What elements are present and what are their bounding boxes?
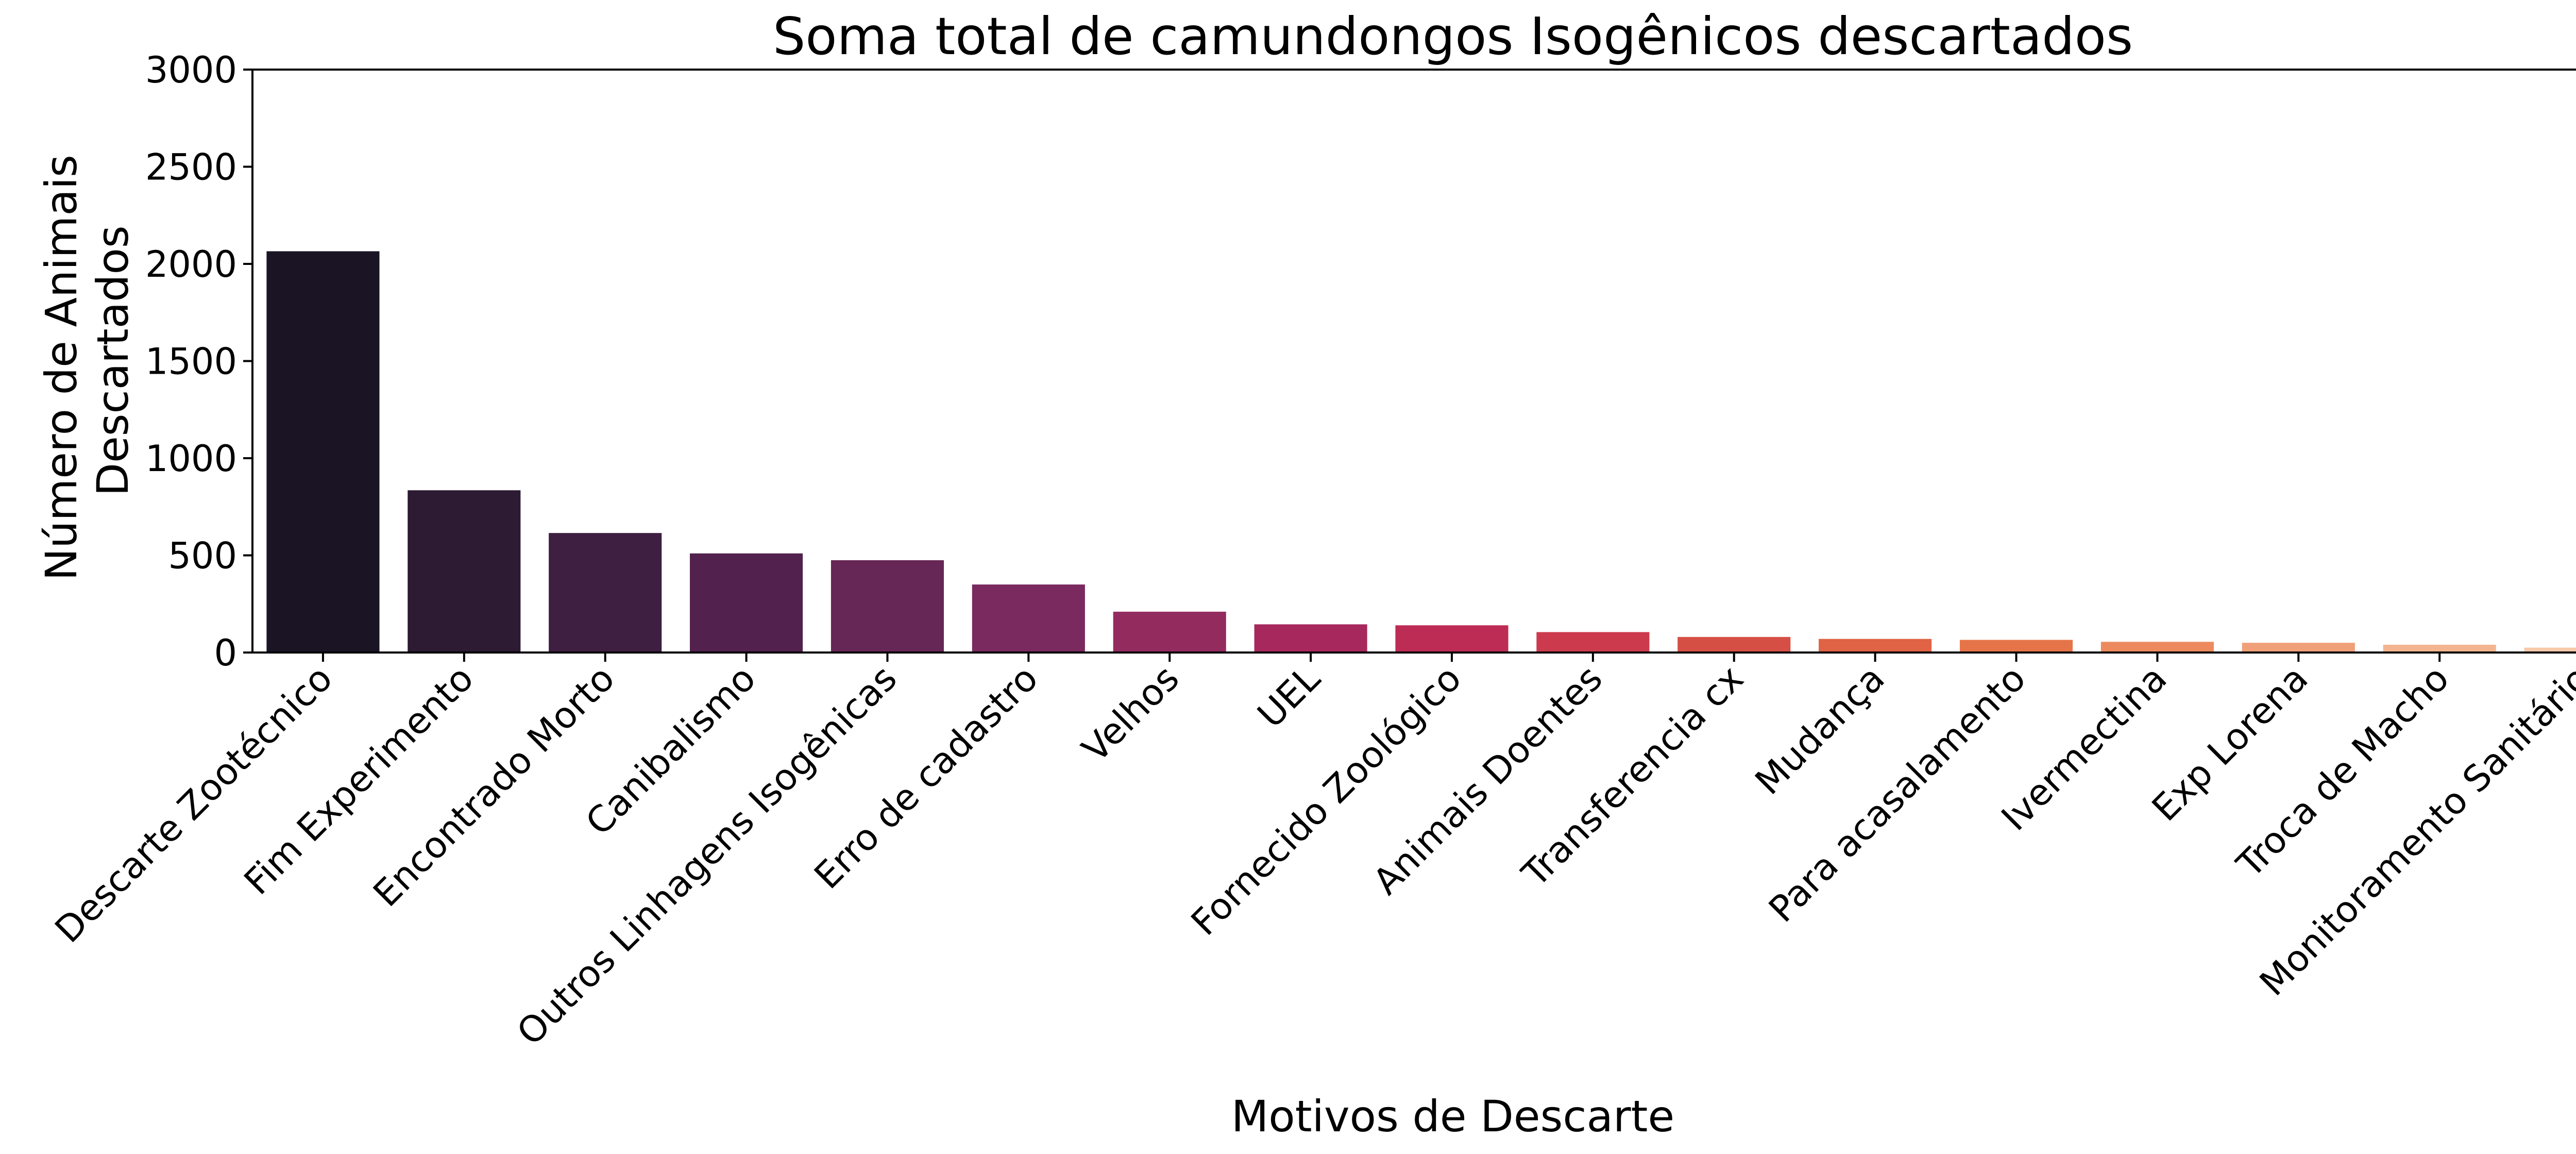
y-tick-label: 3000	[145, 49, 237, 91]
y-axis-label: Número de Animais Descartados	[36, 141, 138, 580]
x-axis-label: Motivos de Descarte	[1231, 1091, 1674, 1142]
bar-12	[1819, 639, 1932, 653]
x-tick-label: Descarte Zootécnico	[47, 657, 341, 951]
bar-17	[2524, 647, 2576, 653]
x-tick-label: Animais Doentes	[1365, 657, 1611, 903]
bar-3	[549, 533, 662, 653]
bar-6	[972, 584, 1085, 653]
y-axis: 0 500 1000 1500 2000 2500 3000	[145, 49, 252, 674]
x-tick-label: Velhos	[1074, 657, 1188, 771]
y-axis-label-line-1: Número de Animais	[36, 155, 87, 581]
y-tick-label: 0	[214, 632, 237, 674]
bar-9	[1395, 625, 1509, 653]
bar-2	[408, 490, 521, 653]
y-tick-label: 2000	[145, 243, 237, 286]
bar-11	[1677, 637, 1791, 653]
x-tick-label: Fornecido Zoológico	[1183, 657, 1469, 944]
bar-14	[2100, 642, 2214, 653]
bar-15	[2242, 643, 2355, 653]
bar-8	[1254, 624, 1367, 653]
y-axis-label-line-2: Descartados	[88, 225, 138, 496]
bar-13	[1959, 640, 2073, 653]
bar-7	[1113, 611, 1226, 653]
bar-16	[2383, 644, 2496, 653]
bars-group	[266, 251, 2576, 653]
bar-1	[266, 251, 380, 653]
x-tick-label: Fim Experimento	[236, 657, 482, 903]
bar-10	[1536, 632, 1650, 653]
bar-5	[831, 560, 944, 653]
x-tick-label: UEL	[1249, 657, 1328, 736]
y-tick-label: 1500	[145, 341, 237, 383]
y-tick-label: 1000	[145, 438, 237, 480]
y-tick-label: 2500	[145, 146, 237, 189]
bar-4	[690, 553, 803, 653]
chart-title: Soma total de camundongos Isogênicos des…	[773, 6, 2133, 66]
y-tick-label: 500	[168, 535, 237, 577]
x-tick-label: Encontrado Morto	[365, 657, 623, 915]
x-tick-label: Para acasalamento	[1760, 657, 2033, 930]
x-tick-label: Mudança	[1747, 657, 1893, 803]
